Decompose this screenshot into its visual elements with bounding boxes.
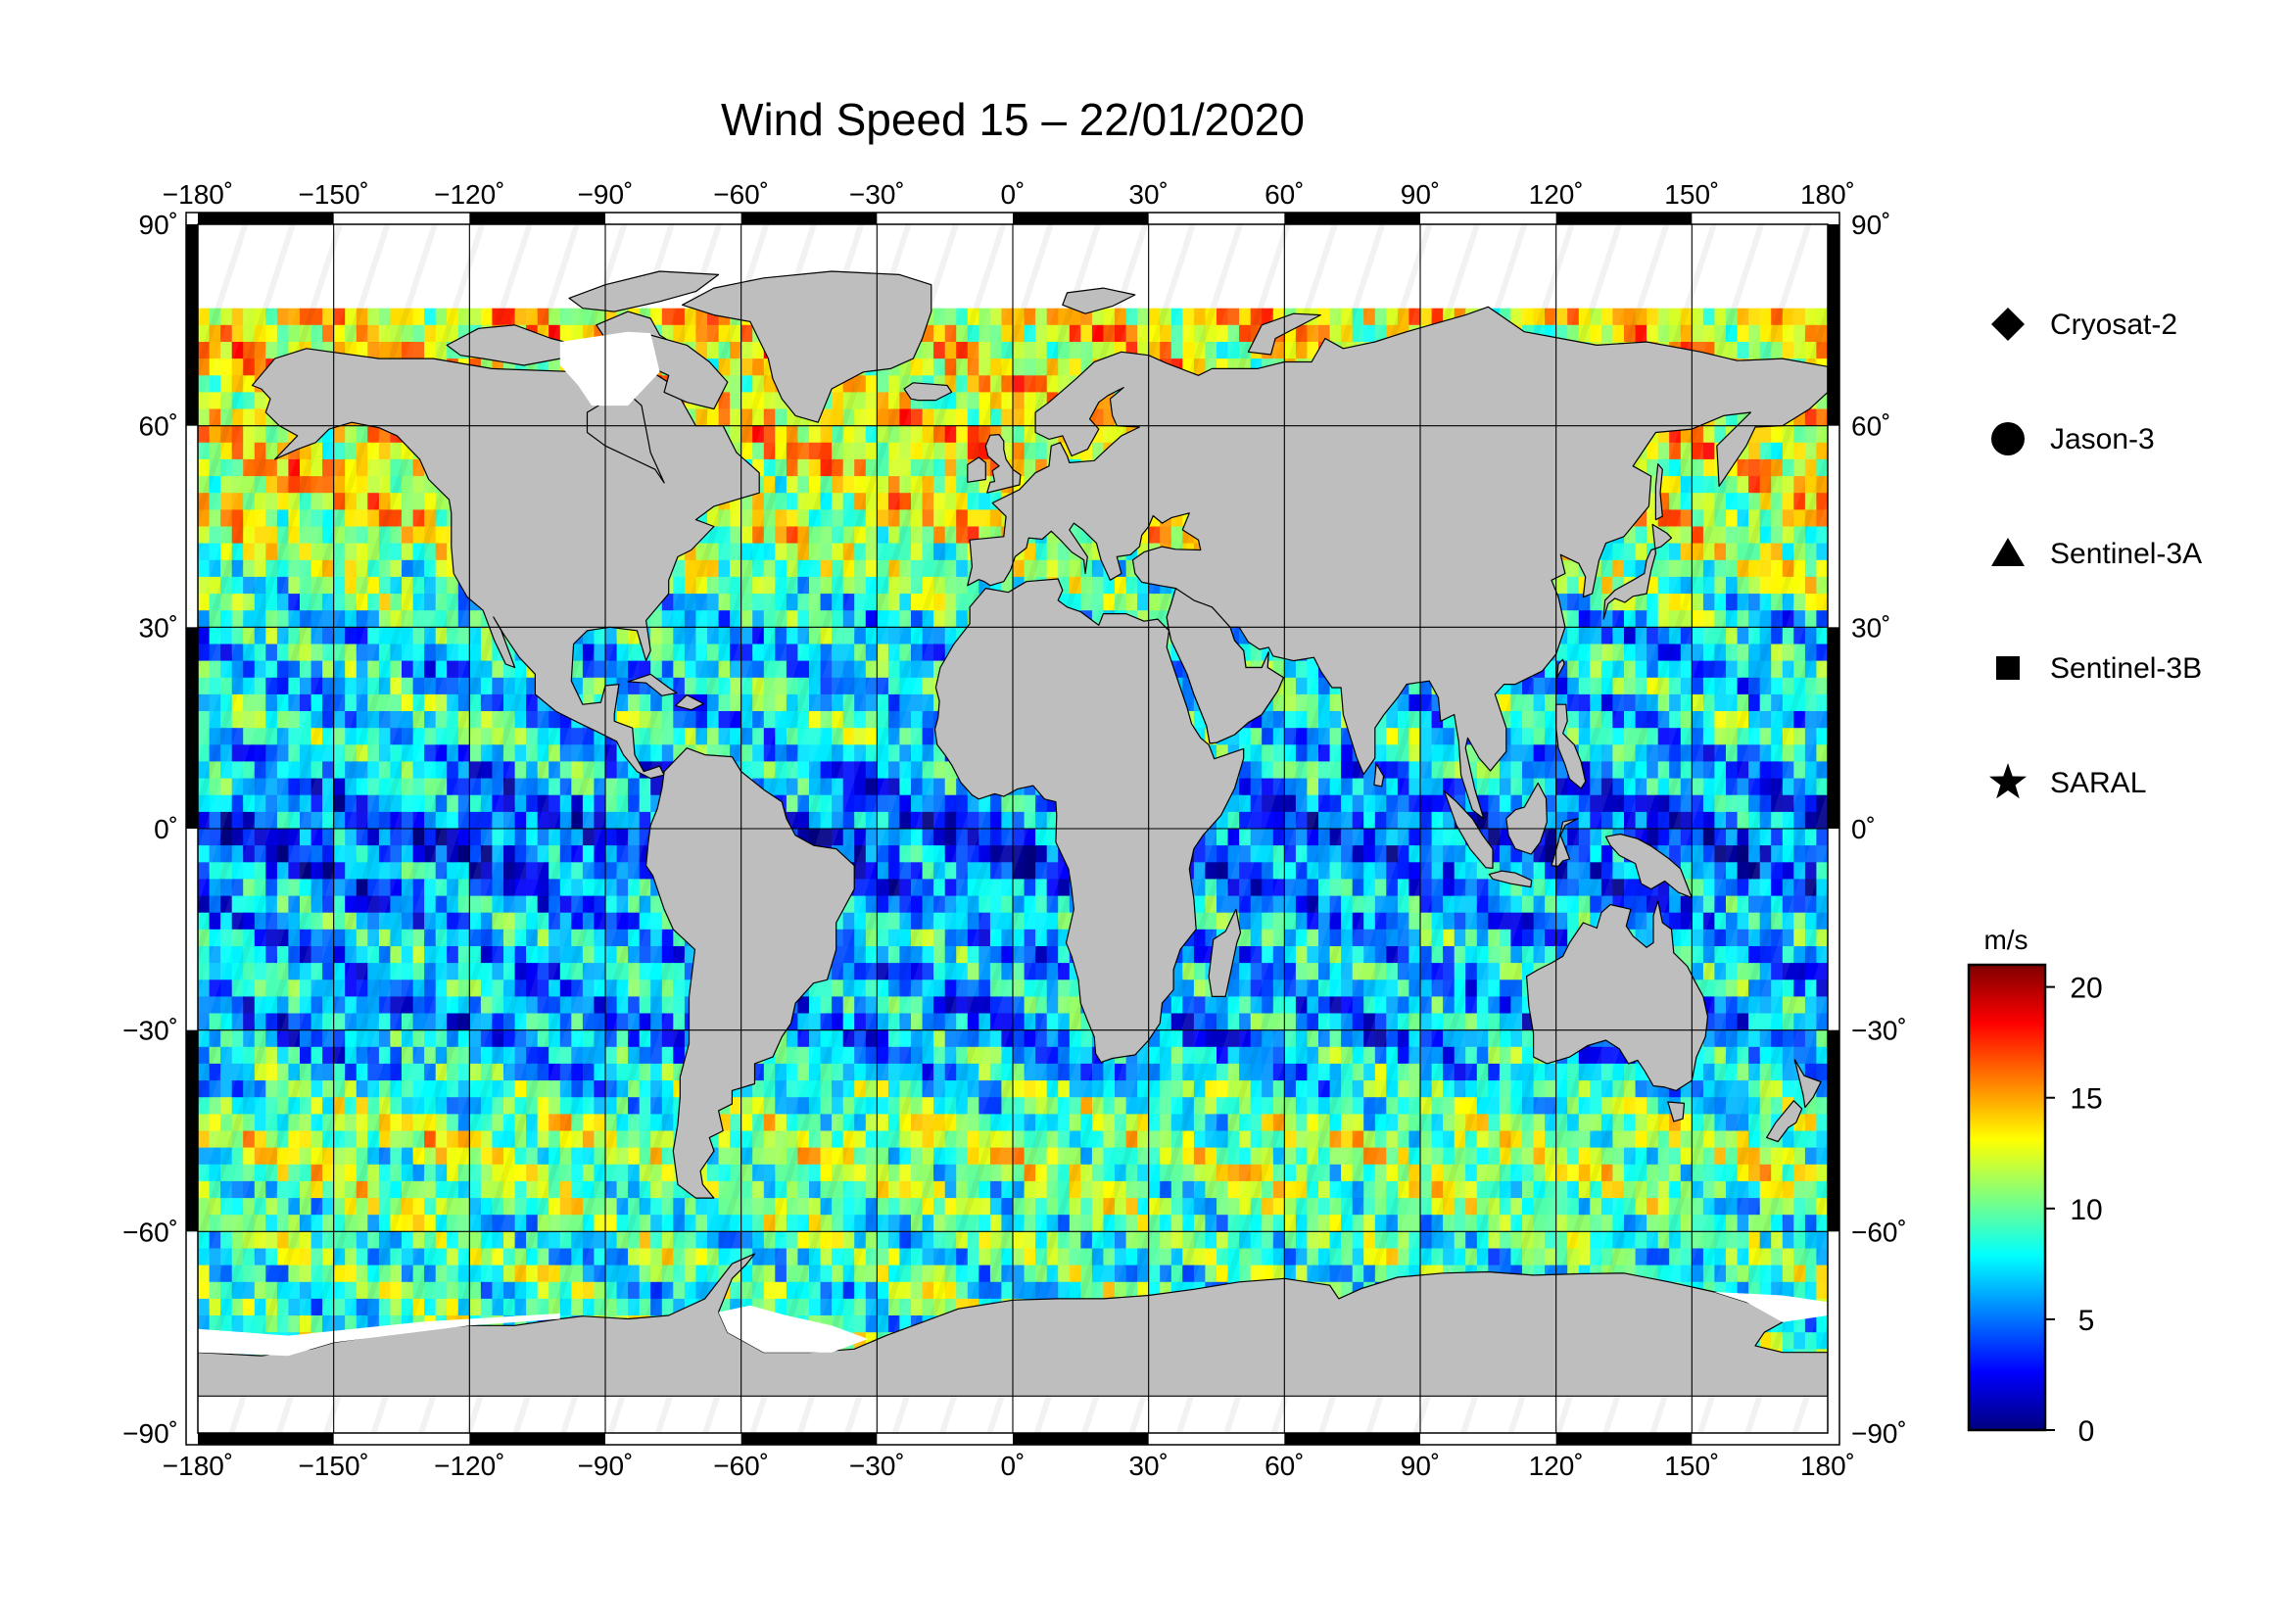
frame-band-right [1828,1030,1839,1232]
legend-label: Cryosat-2 [2050,309,2177,341]
lat-tick-label-left: −30˚ [122,1016,178,1046]
legend-marker-diamond [1991,308,2025,341]
lat-tick-label-right: −60˚ [1851,1217,1907,1247]
lat-tick-label-right: 0˚ [1851,814,1876,844]
frame-band-right [1828,627,1839,829]
frame-band-bottom [1013,1433,1149,1445]
lon-tick-label-top: 180˚ [1800,179,1855,210]
lat-tick-label-left: −60˚ [122,1217,178,1247]
legend-label: Sentinel-3A [2050,538,2202,570]
lon-tick-label-top: 90˚ [1401,179,1440,210]
lon-tick-label-bottom: −30˚ [849,1451,905,1481]
lon-tick-label-bottom: −180˚ [163,1451,233,1481]
lon-tick-label-top: −120˚ [434,179,504,210]
frame-band-left [186,1030,198,1232]
legend-marker-triangle [1991,538,2025,566]
frame-band-top [1556,213,1693,224]
lon-tick-label-bottom: 120˚ [1529,1451,1584,1481]
lon-tick-label-top: 150˚ [1664,179,1719,210]
frame-band-bottom [741,1433,878,1445]
lon-tick-label-bottom: 90˚ [1401,1451,1440,1481]
lat-tick-label-right: 90˚ [1851,210,1890,240]
frame-band-top [198,213,334,224]
lat-tick-label-left: 90˚ [139,210,178,240]
colorbar: m/s 20 15 10 5 0 [1969,925,2103,1448]
lat-tick-label-left: 0˚ [154,814,178,844]
colorbar-tick-label: 0 [2078,1415,2095,1448]
lon-tick-label-top: 30˚ [1128,179,1168,210]
lat-tick-label-right: −30˚ [1851,1016,1907,1046]
lon-tick-label-top: −180˚ [163,179,233,210]
frame-band-bottom [469,1433,605,1445]
map-area: −180˚ −180˚ −150˚ −150˚ −120˚ −120˚ −90˚ −90˚ −6… [122,179,1907,1481]
colorbar-tick-label: 20 [2070,973,2102,1005]
lon-tick-label-top: 0˚ [1001,179,1026,210]
legend-item-cryosat-2: Cryosat-2 [1991,308,2177,341]
legend-label: Sentinel-3B [2050,652,2202,685]
lon-tick-label-top: −60˚ [713,179,769,210]
colorbar-tick-label: 15 [2070,1083,2102,1116]
frame-band-top [469,213,605,224]
legend-marker-circle [1991,422,2025,455]
colorbar-tick-label: 10 [2070,1194,2102,1226]
colorbar-unit-label: m/s [1983,925,2028,955]
frame-band-right [1828,224,1839,426]
lon-tick-label-top: −90˚ [578,179,634,210]
lat-tick-label-right: 30˚ [1851,612,1890,643]
lon-tick-label-top: −30˚ [849,179,905,210]
lon-tick-label-bottom: 0˚ [1001,1451,1026,1481]
lon-tick-label-top: 60˚ [1265,179,1304,210]
frame-band-left [186,627,198,829]
lat-tick-label-left: 30˚ [139,612,178,643]
frame-band-top [741,213,878,224]
lon-tick-label-bottom: −120˚ [434,1451,504,1481]
frame-band-bottom [1284,1433,1420,1445]
lon-tick-label-bottom: −150˚ [298,1451,368,1481]
lon-tick-label-bottom: −90˚ [578,1451,634,1481]
legend-label: Jason-3 [2050,423,2155,455]
lon-tick-label-top: 120˚ [1529,179,1584,210]
lat-tick-label-left: 60˚ [139,411,178,442]
legend-item-sentinel-3b: Sentinel-3B [1996,652,2202,685]
legend-marker-square [1996,656,2020,680]
lon-tick-label-bottom: 150˚ [1664,1451,1719,1481]
satellite-legend: Cryosat-2 Jason-3 Sentinel-3A Sentinel-3B SA… [1989,308,2202,799]
lat-tick-label-left: −90˚ [122,1418,178,1449]
legend-item-sentinel-3a: Sentinel-3A [1991,538,2202,570]
lat-tick-label-right: 60˚ [1851,411,1890,442]
legend-marker-star [1989,763,2027,798]
legend-item-jason-3: Jason-3 [1991,422,2155,455]
lon-tick-label-bottom: 180˚ [1800,1451,1855,1481]
lon-tick-label-bottom: 30˚ [1128,1451,1168,1481]
frame-band-top [1013,213,1149,224]
colorbar-gradient [1969,965,2045,1430]
frame-band-left [186,224,198,426]
colorbar-tick-label: 5 [2078,1305,2095,1337]
frame-band-top [1284,213,1420,224]
lat-tick-label-right: −90˚ [1851,1418,1907,1449]
legend-item-saral: SARAL [1989,763,2146,799]
frame-band-bottom [198,1433,334,1445]
lon-tick-label-bottom: −60˚ [713,1451,769,1481]
legend-label: SARAL [2050,767,2146,799]
lon-tick-label-top: −150˚ [298,179,368,210]
chart-title: Wind Speed 15 – 22/01/2020 [721,94,1305,145]
frame-band-bottom [1556,1433,1693,1445]
lon-tick-label-bottom: 60˚ [1265,1451,1304,1481]
